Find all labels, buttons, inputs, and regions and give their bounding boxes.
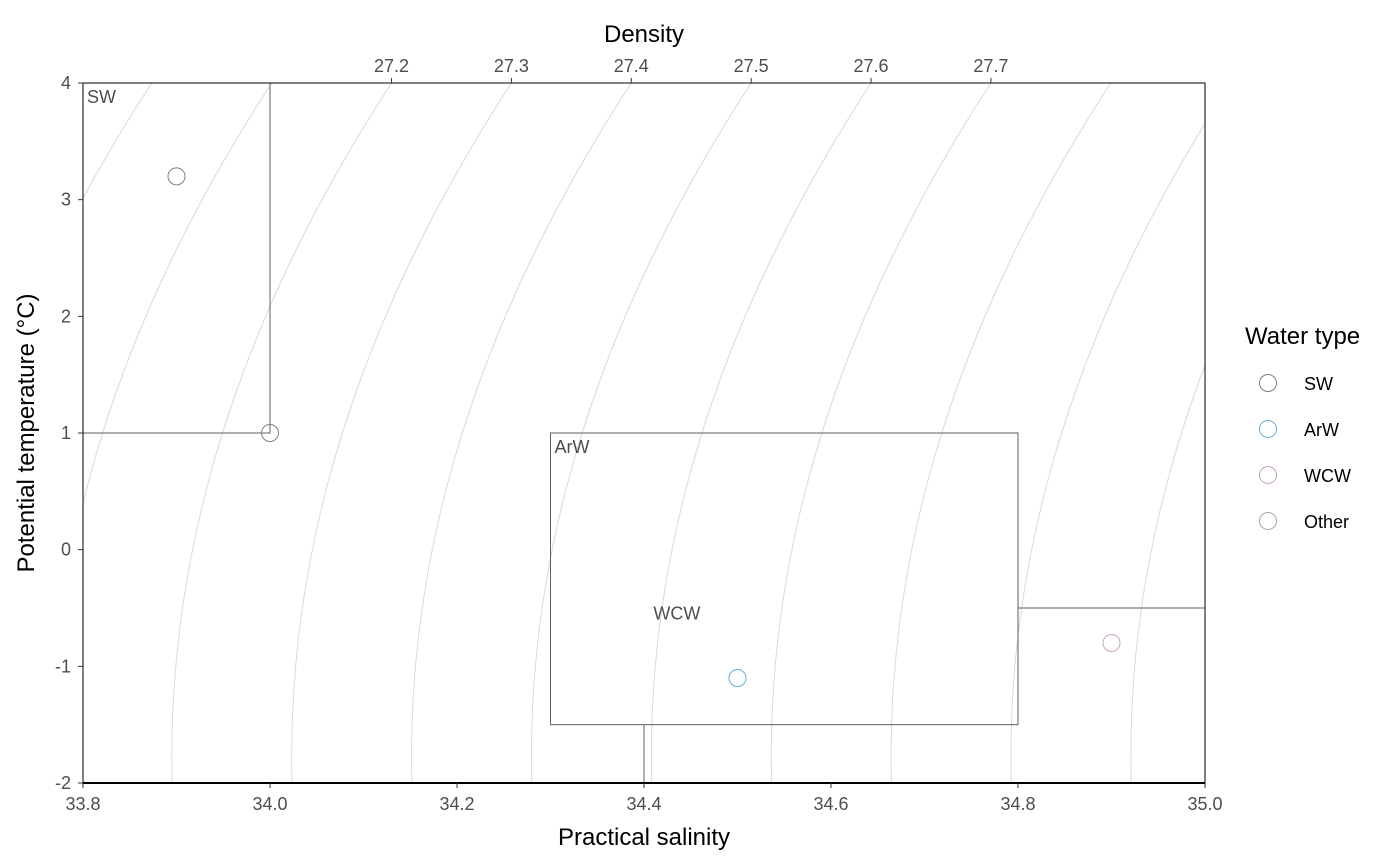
data-points	[167, 167, 1121, 687]
data-point-sw	[167, 167, 186, 186]
legend-entry-other: Other	[1259, 512, 1349, 532]
legend-key	[1259, 420, 1277, 438]
y-tick-label: -2	[55, 773, 71, 793]
legend-label: WCW	[1304, 466, 1351, 486]
density-tick-label: 27.3	[494, 56, 529, 76]
x-tick-label: 34.4	[626, 794, 661, 814]
x-tick-label: 33.8	[65, 794, 100, 814]
isopycnal-line	[1130, 363, 1205, 783]
x-tick-label: 35.0	[1187, 794, 1222, 814]
x-axis-title: Practical salinity	[558, 824, 730, 851]
x-tick-label: 34.8	[1000, 794, 1035, 814]
legend-key	[1259, 512, 1277, 530]
density-tick-label: 27.6	[854, 56, 889, 76]
legend-entry-wcw: WCW	[1259, 466, 1351, 486]
density-tick-label: 27.5	[734, 56, 769, 76]
legend-entry-arw: ArW	[1259, 420, 1339, 440]
legend-label: Other	[1304, 512, 1349, 532]
y-tick-label: 1	[61, 423, 71, 443]
x-tick-label: 34.0	[252, 794, 287, 814]
y-tick-label: 2	[61, 306, 71, 326]
y-axis-title: Potential temperature (°C)	[13, 293, 40, 572]
y-tick-label: 0	[61, 540, 71, 560]
region-outline	[83, 83, 271, 434]
isopycnal-line	[411, 83, 632, 783]
region-wcw: WCW	[643, 604, 1205, 783]
region-sw: SW	[83, 83, 271, 434]
region-label-wcw: WCW	[653, 604, 700, 624]
density-tick-label: 27.7	[973, 56, 1008, 76]
legend-label: SW	[1304, 374, 1333, 394]
y-tick-label: 4	[61, 73, 71, 93]
legend-key	[1259, 374, 1277, 392]
y-tick-label: 3	[61, 190, 71, 210]
top-axis-title: Density	[604, 21, 684, 48]
isopycnal-line	[291, 83, 512, 783]
tick-labels: 33.8 34.0 34.2 34.4 34.6 34.8 35.0 -2 -1 0 1 2 3 4 27.…	[55, 56, 1223, 814]
legend-label: ArW	[1304, 420, 1339, 440]
data-point-wcw	[1102, 634, 1121, 652]
legend-entry-sw: SW	[1259, 374, 1333, 394]
region-label-sw: SW	[87, 87, 116, 107]
region-outline	[550, 432, 1019, 726]
x-tick-label: 34.6	[813, 794, 848, 814]
legend: Water type SW ArW WCW Other	[1245, 323, 1360, 532]
water-type-regions: SW ArW WCW	[83, 83, 1205, 783]
region-label-arw: ArW	[555, 437, 590, 457]
y-tick-label: -1	[55, 656, 71, 676]
x-tick-label: 34.2	[439, 794, 474, 814]
legend-key	[1259, 466, 1277, 484]
data-point-sw	[261, 424, 279, 442]
region-arw: ArW	[550, 432, 1019, 726]
density-tick-label: 27.2	[374, 56, 409, 76]
legend-title: Water type	[1245, 323, 1360, 350]
isopycnal-line	[1010, 122, 1205, 783]
data-point-arw	[728, 669, 747, 687]
density-tick-label: 27.4	[614, 56, 649, 76]
